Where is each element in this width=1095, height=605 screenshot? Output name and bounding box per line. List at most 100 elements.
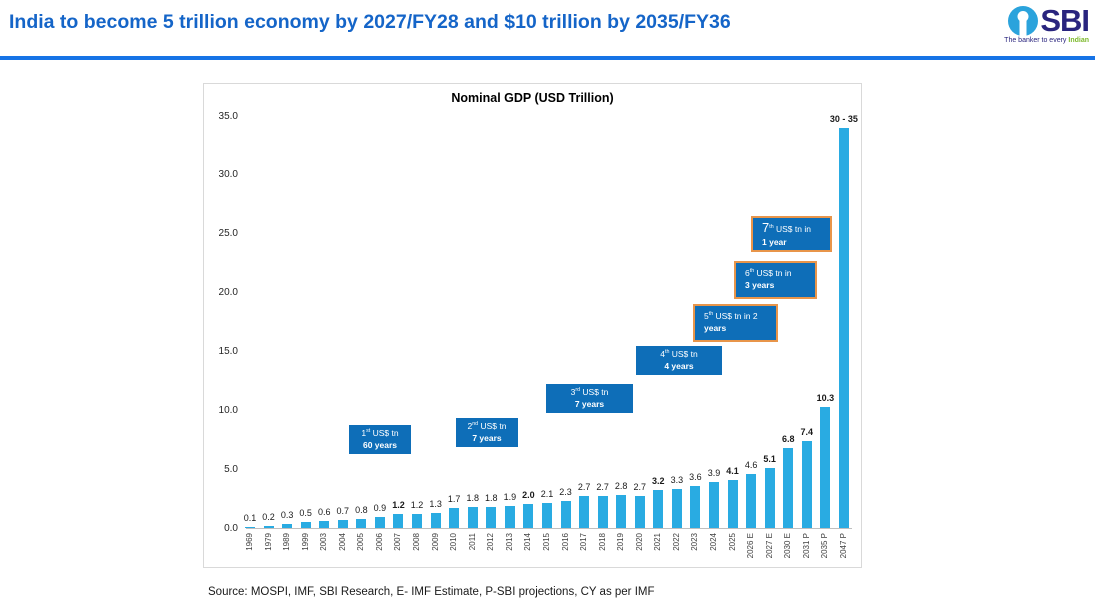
bar-value-label: 2.7 [577,482,591,493]
bar [801,440,812,528]
bar-value-label: 2.8 [614,481,628,492]
x-axis-tick-label: 2026 E [746,533,756,559]
bar [616,495,627,528]
x-axis-tick-label: 2025 [727,533,737,551]
bar [467,506,478,528]
bar [282,524,293,528]
bar [653,490,664,528]
bar [783,447,794,528]
bar-value-label: 3.6 [689,471,702,482]
x-axis-tick-label: 2013 [504,533,514,551]
bar [356,518,367,528]
bar-value-label: 1.7 [447,493,461,504]
x-axis-tick-label: 1979 [263,533,273,551]
page-title: India to become 5 trillion economy by 20… [9,11,731,33]
callout-line2: years [704,323,727,333]
y-axis-tick-label: 20.0 [218,287,238,299]
callout-line1: 4th US$ tn [660,348,698,359]
y-axis-tick-label: 35.0 [218,110,238,122]
callout-line1: 3rd US$ tn [570,386,609,397]
bar [523,504,534,528]
x-axis-tick-label: 2015 [541,533,551,551]
bar-value-label: 5.1 [763,453,776,464]
milestone-callout: 6th US$ tn in 3 years [734,261,817,299]
y-axis-tick-label: 30.0 [218,169,238,181]
bar [579,496,590,528]
bar-value-label: 1.2 [392,499,405,510]
callout-line2: 7 years [472,432,502,443]
bar-value-label: 0.6 [317,506,331,517]
gdp-bar-chart: Nominal GDP (USD Trillion) 0.0 5.0 10.0 15.… [203,83,862,568]
bar [560,500,571,528]
callout-line2: 60 years [362,439,398,450]
x-axis-tick-label: 2021 [653,533,663,551]
sbi-keyhole-icon [1008,5,1039,36]
x-axis-tick-label: 2009 [430,533,440,551]
x-axis-tick-label: 2016 [560,533,570,551]
x-axis-line [246,528,852,529]
x-axis-tick-label: 2024 [709,533,718,551]
callout-line1: 5th US$ tn in 2 [704,311,758,322]
x-axis-tick-label: 2023 [690,533,700,551]
bar [541,503,552,528]
chart-title: Nominal GDP (USD Trillion) [451,91,614,105]
y-axis-tick-label: 0.0 [224,522,238,534]
bar-value-label: 1.8 [466,492,479,503]
bar-value-label: 3.3 [670,475,684,486]
bar [764,467,775,528]
x-axis-tick-label: 2003 [319,533,329,551]
callout-line2: 7 years [574,398,605,409]
callout-line1: 6th US$ tn in [745,268,792,279]
bar-value-label: 1.9 [503,491,517,502]
x-axis-tick-label: 2010 [449,533,459,551]
y-axis-tick-label: 25.0 [218,228,238,240]
bar [820,406,831,528]
bar-value-label: 2.3 [559,486,572,497]
x-axis-tick-label: 2012 [486,533,496,551]
bar-value-label: 4.1 [726,465,739,476]
bar [374,517,385,528]
bar-value-label: 2.1 [540,489,554,500]
x-axis-tick-label: 1999 [300,533,310,551]
callout-line2: 4 years [664,360,694,371]
x-axis-tick-label: 2004 [337,533,347,551]
x-axis-tick-label: 2022 [671,533,681,551]
bar-value-label: 0.5 [299,508,312,519]
bar-value-label: 1.2 [410,499,424,510]
bar [597,496,608,528]
x-axis-tick-label: 2047 P [838,533,848,559]
x-axis-tick-label: 2011 [467,533,477,551]
bar-value-label: 0.3 [280,510,294,521]
bar-value-label: 4.6 [744,459,758,470]
x-axis-tick-label: 2030 E [783,533,793,559]
source-note: Source: MOSPI, IMF, SBI Research, E- IMF… [208,586,655,598]
milestone-callout: 5th US$ tn in 2 years [693,304,778,342]
bar [634,496,645,528]
bar [504,505,515,528]
bar-value-label: 6.8 [781,433,795,444]
bar [746,473,757,528]
x-axis-tick-label: 1989 [282,533,292,551]
bar [727,479,738,528]
milestone-callout: 7th US$ tn in 1 year [751,216,832,252]
header-divider [0,56,1095,60]
x-axis-tick-label: 2014 [523,533,533,551]
milestone-callout: 2nd US$ tn 7 years [456,418,518,447]
milestone-callout: 4th US$ tn 4 years [636,346,722,375]
bar [300,522,311,528]
milestone-callout: 3rd US$ tn 7 years [546,384,633,413]
x-axis-tick-label: 2008 [412,533,422,551]
bar-value-label: 30 - 35 [829,113,858,124]
bar-value-label: 2.7 [596,482,609,493]
bar [263,525,274,528]
sbi-logo: SBI The banker to every Indian [1003,5,1090,44]
milestone-callout: 1st US$ tn 60 years [349,425,411,454]
x-axis-tick-label: 2020 [634,533,644,551]
sbi-tagline: The banker to every Indian [1004,37,1089,44]
bar-value-label: 2.7 [633,482,646,493]
y-axis-tick-label: 10.0 [218,404,238,416]
bar [838,127,849,528]
bar-value-label: 0.8 [355,504,368,515]
y-axis-tick-label: 15.0 [218,345,238,357]
bar [412,513,423,528]
